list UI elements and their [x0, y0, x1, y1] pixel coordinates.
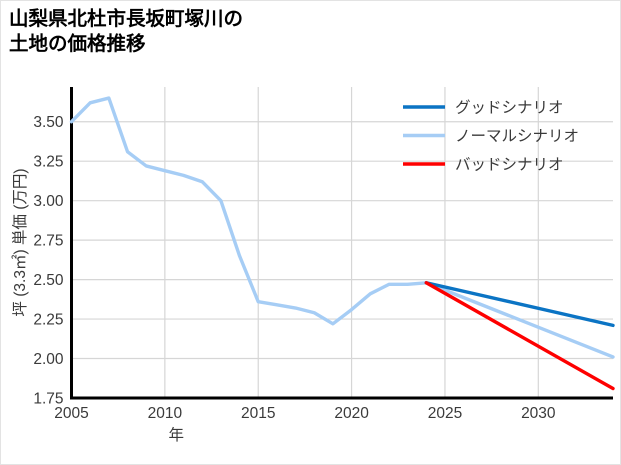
x-tick-label: 2005	[54, 405, 88, 422]
y-tick-label: 2.00	[33, 351, 64, 368]
page-title: 山梨県北杜市長坂町塚川の 土地の価格推移	[9, 8, 244, 56]
legend-label: バッドシナリオ	[455, 157, 564, 174]
series-line	[424, 281, 615, 391]
series-line	[69, 96, 615, 359]
y-tick-label: 3.50	[33, 114, 64, 131]
gridlines	[70, 87, 613, 399]
y-tick-label: 1.75	[33, 391, 63, 408]
series-line	[424, 281, 615, 328]
x-tick-label: 2025	[428, 405, 462, 422]
y-axis-tick-labels: 1.75 2.00 2.25 2.50 2.75 3.00 3.25 3.50	[33, 114, 64, 407]
y-tick-label: 3.25	[33, 154, 63, 171]
x-tick-label: 2010	[148, 405, 183, 422]
y-tick-label: 2.75	[33, 233, 63, 250]
legend-label: ノーマルシナリオ	[455, 128, 579, 145]
y-tick-label: 2.50	[33, 272, 64, 289]
legend-label: グッドシナリオ	[455, 99, 564, 117]
y-tick-label: 3.00	[33, 193, 64, 210]
axis-spines	[70, 87, 613, 400]
data-series-group	[69, 96, 615, 391]
x-tick-label: 2015	[241, 405, 275, 422]
axis-titles: 年 坪 (3.3㎡) 単価 (万円)	[11, 168, 184, 444]
x-axis-tick-labels: 2005 2010 2015 2020 2025 2030	[54, 405, 556, 422]
x-tick-label: 2020	[334, 405, 369, 422]
x-axis-title: 年	[168, 426, 184, 444]
x-tick-label: 2030	[521, 405, 556, 422]
y-tick-label: 2.25	[33, 312, 63, 329]
y-axis-title: 坪 (3.3㎡) 単価 (万円)	[11, 168, 29, 316]
